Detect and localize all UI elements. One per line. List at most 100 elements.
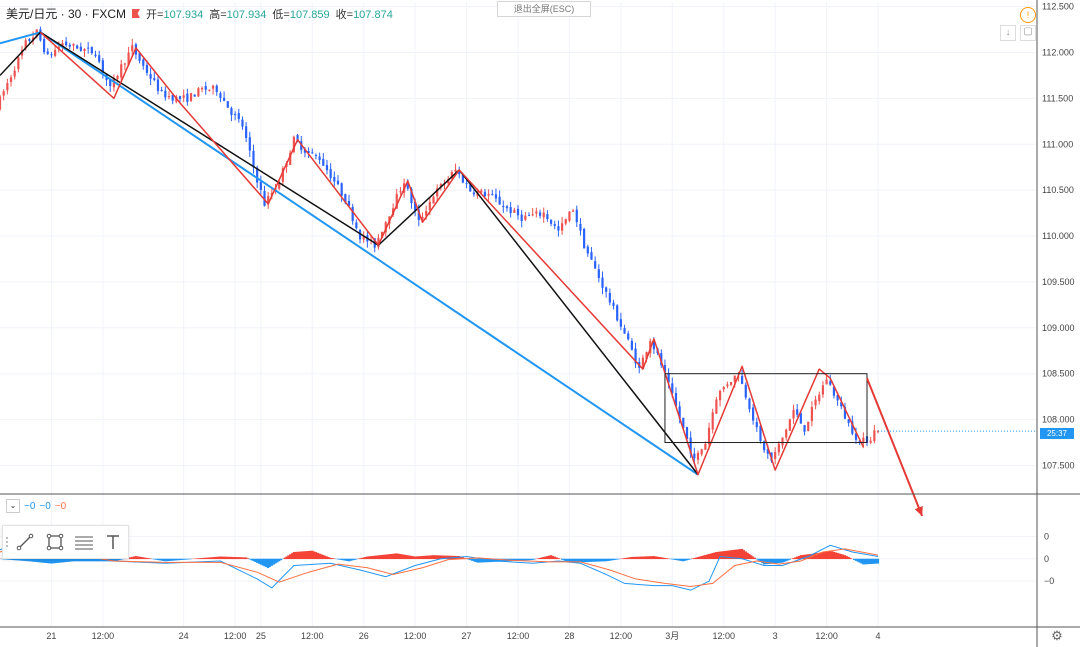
macd-histogram-bar bbox=[553, 556, 556, 560]
macd-histogram-bar bbox=[188, 558, 191, 560]
macd-histogram-bar bbox=[377, 555, 380, 560]
macd-histogram-bar bbox=[617, 558, 621, 560]
fib-tool-icon[interactable] bbox=[69, 527, 98, 557]
macd-histogram-bar bbox=[298, 551, 301, 560]
macd-histogram-bar bbox=[243, 557, 246, 560]
macd-histogram-bar bbox=[733, 549, 736, 560]
macd-histogram-bar bbox=[371, 555, 374, 560]
macd-histogram-bar bbox=[245, 557, 248, 560]
macd-histogram-bar bbox=[134, 556, 138, 560]
candle-body bbox=[46, 51, 49, 54]
macd-histogram-bar bbox=[537, 558, 540, 560]
candle-body bbox=[28, 39, 31, 41]
candle-body bbox=[733, 375, 736, 382]
macd-histogram-bar bbox=[597, 558, 600, 562]
macd-histogram-bar bbox=[808, 554, 812, 560]
macd-histogram-bar bbox=[313, 551, 316, 560]
candle-body bbox=[50, 54, 53, 56]
macd-histogram-bar bbox=[601, 558, 604, 562]
candle-body bbox=[520, 214, 523, 222]
macd-histogram-bar bbox=[98, 558, 101, 562]
macd-histogram-bar bbox=[834, 552, 837, 560]
macd-histogram-bar bbox=[219, 556, 222, 560]
macd-histogram-bar bbox=[478, 558, 481, 563]
candle-body bbox=[487, 194, 490, 196]
fullscreen-icon[interactable]: ▢ bbox=[1020, 25, 1036, 41]
candle-body bbox=[796, 409, 799, 415]
macd-histogram-bar bbox=[208, 557, 211, 560]
macd-histogram-bar bbox=[603, 558, 606, 562]
flag-icon[interactable] bbox=[132, 9, 141, 18]
macd-histogram-bar bbox=[774, 558, 777, 564]
candle-body bbox=[531, 214, 534, 216]
macd-histogram-bar bbox=[37, 558, 40, 563]
candle-body bbox=[847, 419, 850, 423]
macd-histogram-bar bbox=[737, 549, 740, 560]
macd-histogram-bar bbox=[704, 555, 707, 560]
time-tick-label: 12:00 bbox=[712, 631, 735, 641]
candle-body bbox=[821, 385, 825, 395]
settings-gear-icon[interactable]: ⚙ bbox=[1051, 628, 1063, 643]
macd-histogram-bar bbox=[722, 551, 725, 560]
symbol-label[interactable]: 美元/日元 · 30 · FXCM bbox=[6, 7, 127, 21]
macd-histogram-bar bbox=[138, 556, 141, 560]
macd-histogram-bar bbox=[278, 558, 281, 562]
download-icon[interactable]: ↓ bbox=[1000, 25, 1016, 41]
macd-histogram-bar bbox=[786, 558, 790, 561]
macd-histogram-bar bbox=[865, 558, 869, 565]
rect-tool-icon[interactable] bbox=[40, 527, 69, 557]
macd-histogram-bar bbox=[224, 556, 228, 560]
macd-histogram-bar bbox=[384, 554, 387, 560]
macd-histogram-bar bbox=[24, 558, 27, 562]
candle-body bbox=[575, 209, 578, 223]
candle-body bbox=[109, 79, 112, 87]
time-tick-label: 12:00 bbox=[301, 631, 324, 641]
candle-body bbox=[83, 49, 86, 52]
macd-histogram-bar bbox=[474, 558, 477, 563]
macd-histogram-bar bbox=[257, 558, 261, 564]
macd-histogram-bar bbox=[605, 558, 608, 562]
candle-body bbox=[524, 215, 527, 220]
chevron-down-icon[interactable]: ⌄ bbox=[6, 499, 20, 513]
price-tick-label: 108.500 bbox=[1042, 369, 1075, 379]
text-tool-icon[interactable] bbox=[99, 527, 128, 557]
macd-histogram-bar bbox=[175, 558, 178, 561]
candle-body bbox=[799, 413, 802, 424]
macd-histogram-bar bbox=[588, 558, 591, 562]
candle-body bbox=[204, 86, 207, 90]
macd-histogram-bar bbox=[685, 558, 689, 561]
macd-histogram-bar bbox=[358, 558, 362, 560]
candle-body bbox=[597, 269, 600, 279]
macd-histogram-bar bbox=[472, 558, 476, 562]
candle-body bbox=[836, 395, 839, 401]
macd-histogram-bar bbox=[31, 558, 35, 562]
toolbar-grip-icon[interactable] bbox=[3, 527, 11, 557]
macd-histogram-bar bbox=[285, 556, 288, 560]
macd-histogram-bar bbox=[757, 558, 760, 561]
macd-histogram-bar bbox=[871, 558, 874, 564]
candle-body bbox=[322, 158, 325, 166]
alert-icon[interactable]: ! bbox=[1020, 7, 1036, 23]
candle-body bbox=[498, 196, 501, 205]
exit-fullscreen-button[interactable]: 退出全屏(ESC) bbox=[497, 1, 591, 17]
macd-histogram-bar bbox=[467, 558, 470, 560]
candle-body bbox=[843, 406, 847, 419]
price-tick-label: 112.500 bbox=[1042, 2, 1074, 12]
macd-histogram-bar bbox=[239, 557, 242, 560]
macd-histogram-bar bbox=[72, 558, 75, 562]
candle-body bbox=[414, 201, 417, 211]
candle-body bbox=[832, 386, 836, 396]
macd-histogram-bar bbox=[382, 554, 386, 560]
macd-histogram-bar bbox=[11, 558, 14, 561]
price-tick-label: 109.500 bbox=[1042, 277, 1075, 287]
candle-body bbox=[245, 126, 248, 139]
macd-histogram-bar bbox=[329, 557, 332, 560]
candle-body bbox=[450, 172, 453, 179]
macd-histogram-bar bbox=[470, 558, 474, 561]
macd-histogram-bar bbox=[419, 556, 422, 560]
line-tool-icon[interactable] bbox=[11, 527, 40, 557]
macd-histogram-bar bbox=[819, 552, 823, 560]
macd-histogram-bar bbox=[77, 558, 81, 562]
